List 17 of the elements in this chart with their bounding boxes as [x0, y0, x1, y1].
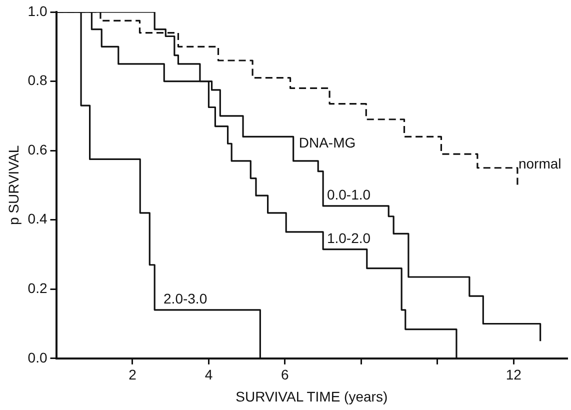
x-tick-label: 12: [506, 366, 522, 383]
y-axis-title: p SURVIVAL: [5, 145, 22, 226]
x-axis-title: SURVIVAL TIME (years): [236, 388, 388, 404]
series-label: 0.0-1.0: [326, 186, 371, 202]
series-label: 2.0-3.0: [164, 290, 208, 306]
y-tick-label: 0.2: [28, 280, 48, 296]
x-tick-label: 4: [204, 366, 213, 383]
x-tick-label: 6: [281, 366, 290, 383]
y-tick-label: 0.6: [28, 141, 48, 158]
series-label: 1.0-2.0: [326, 230, 371, 246]
x-tick-label: 2: [128, 366, 137, 383]
y-tick-label: 0.4: [28, 210, 48, 227]
annotation: DNA-MG: [298, 134, 356, 150]
y-tick-label: 0.8: [28, 72, 48, 88]
y-tick-label: 0.0: [28, 349, 48, 366]
y-tick-label: 1.0: [28, 2, 48, 19]
series-label: normal: [518, 155, 562, 172]
